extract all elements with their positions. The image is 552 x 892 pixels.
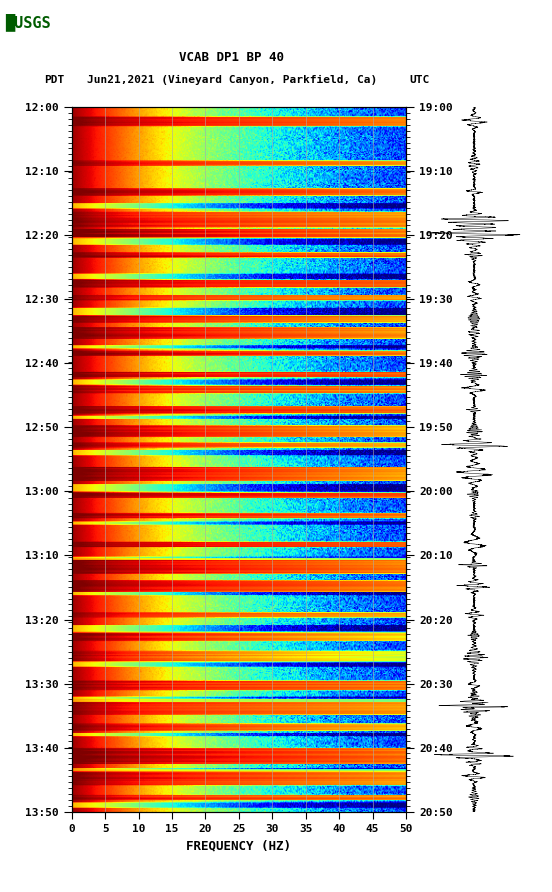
Text: PDT: PDT [44, 75, 65, 86]
Text: UTC: UTC [410, 75, 429, 86]
X-axis label: FREQUENCY (HZ): FREQUENCY (HZ) [187, 839, 291, 852]
Text: █USGS: █USGS [6, 13, 51, 31]
Text: VCAB DP1 BP 40: VCAB DP1 BP 40 [179, 52, 284, 64]
Text: Jun21,2021 (Vineyard Canyon, Parkfield, Ca): Jun21,2021 (Vineyard Canyon, Parkfield, … [87, 75, 377, 86]
